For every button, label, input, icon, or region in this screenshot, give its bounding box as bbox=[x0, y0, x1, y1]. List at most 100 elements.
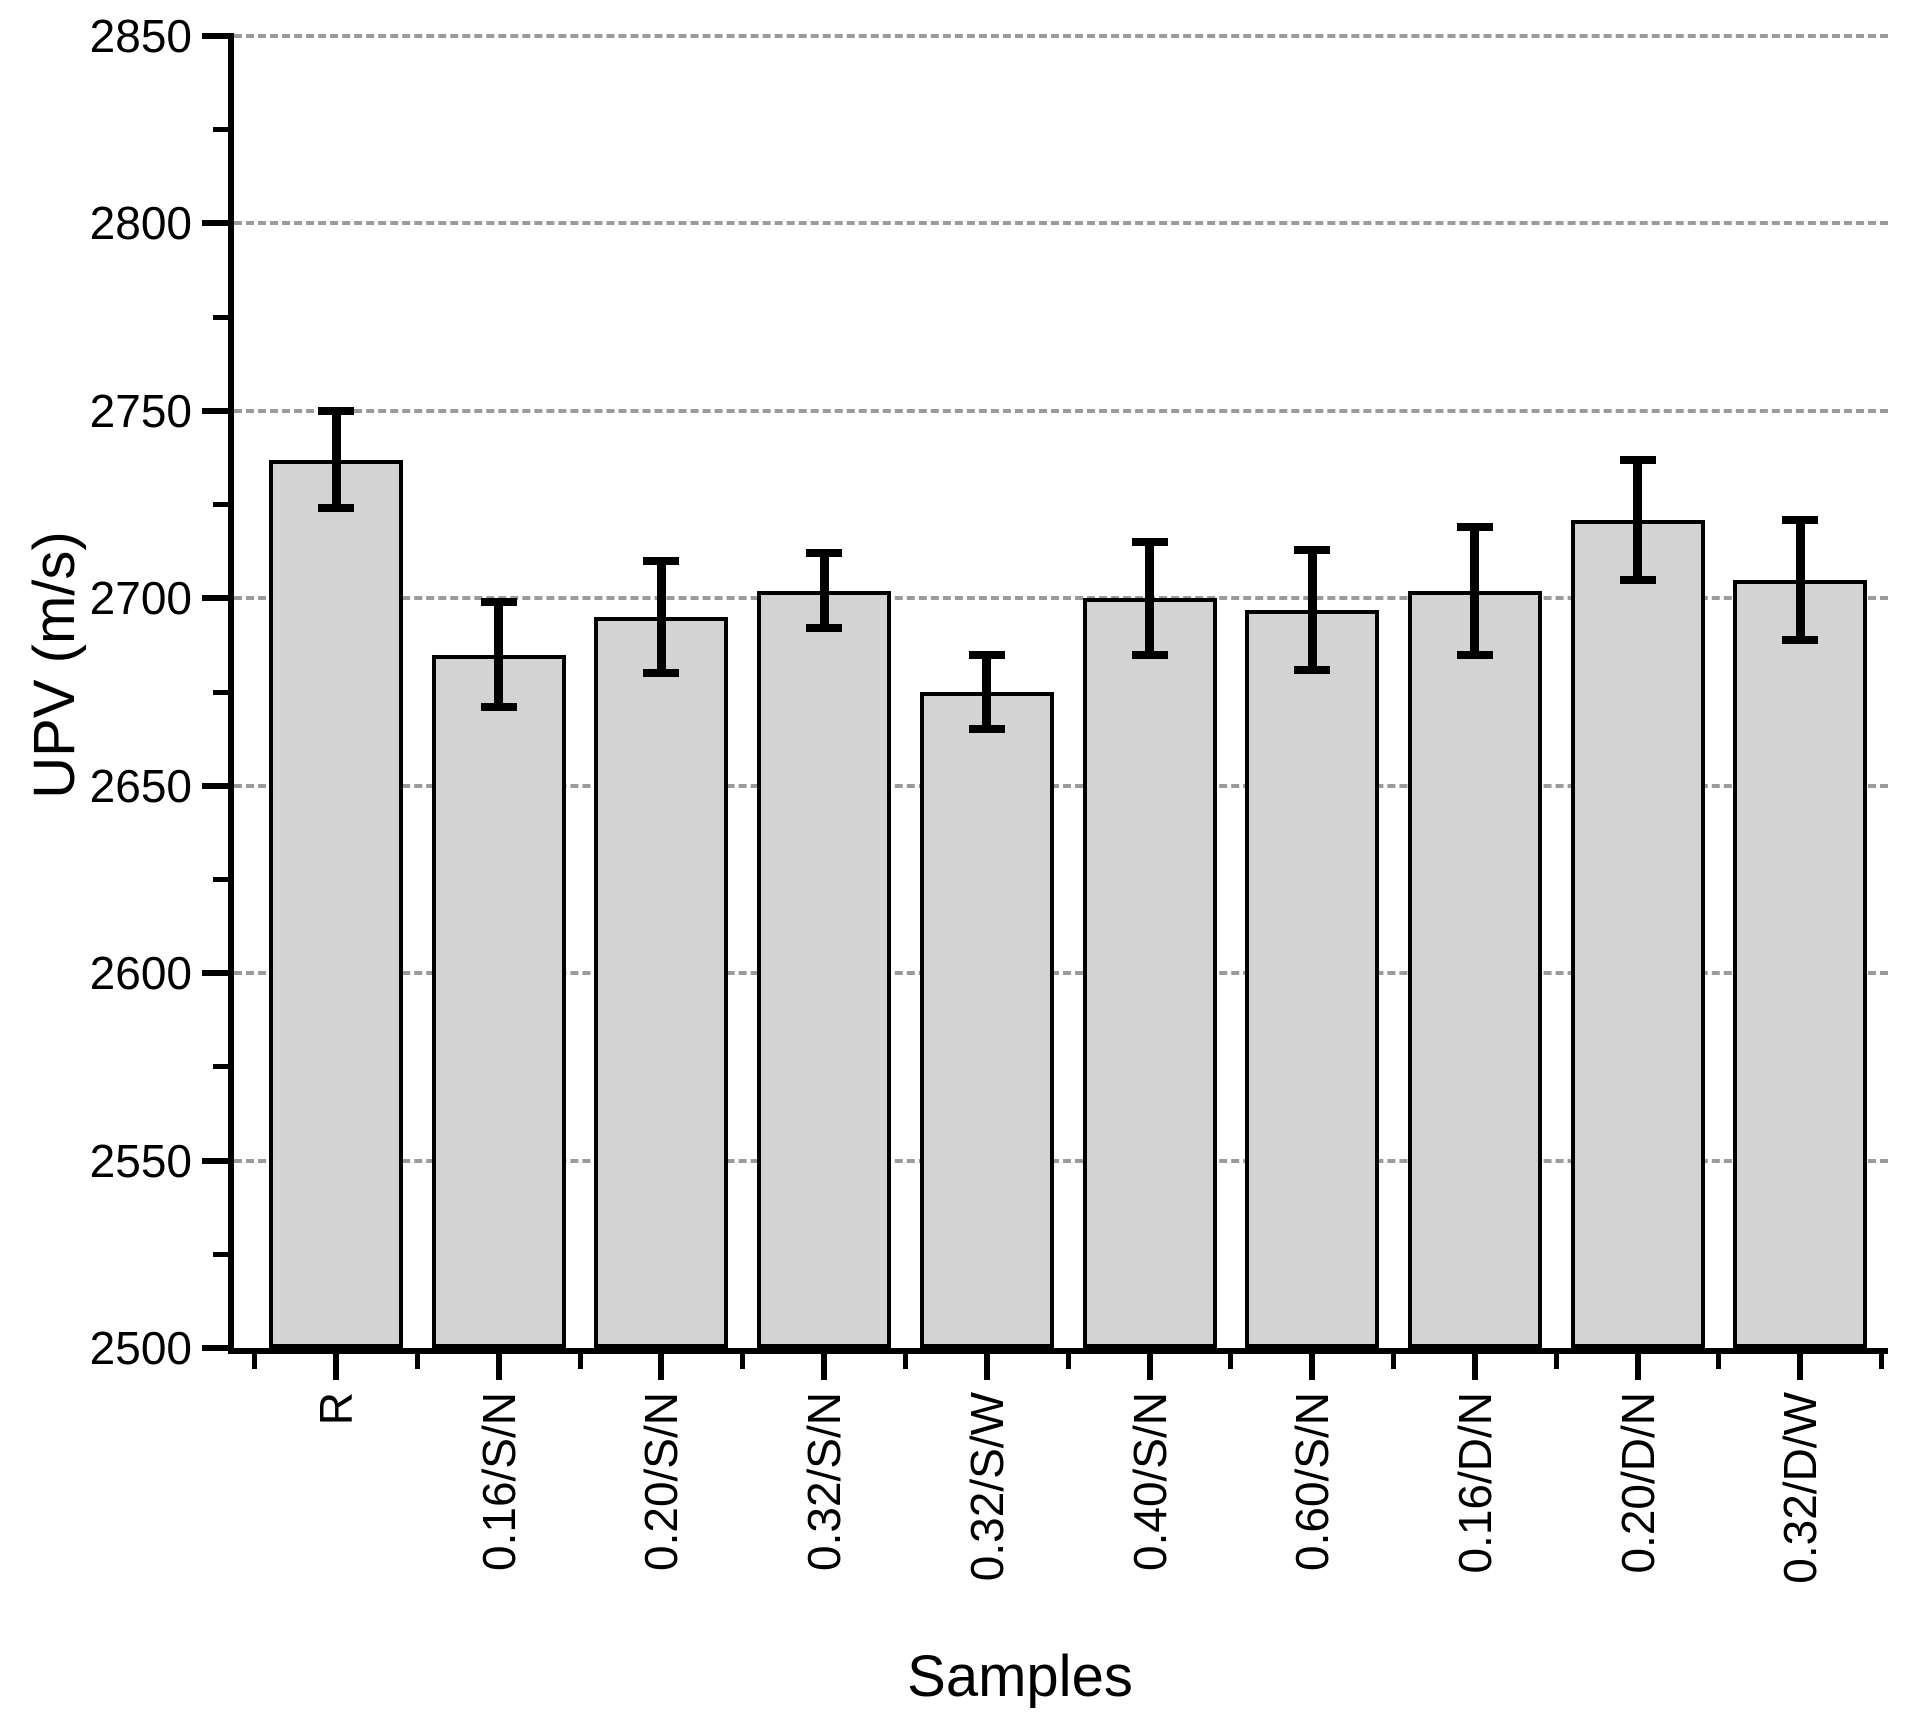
error-bar-cap-top bbox=[806, 549, 842, 557]
y-minor-tick bbox=[213, 877, 228, 882]
x-minor-tick bbox=[1391, 1354, 1396, 1369]
error-bar-cap-bottom bbox=[1457, 651, 1493, 659]
y-tick-label: 2800 bbox=[89, 197, 192, 249]
x-minor-tick bbox=[903, 1354, 908, 1369]
y-tick-label: 2700 bbox=[89, 572, 192, 624]
bar bbox=[1571, 520, 1705, 1348]
x-major-tick bbox=[496, 1354, 502, 1380]
y-tick-label: 2600 bbox=[89, 947, 192, 999]
y-major-tick bbox=[202, 595, 228, 601]
error-bar-stem bbox=[494, 602, 503, 707]
x-minor-tick bbox=[578, 1354, 583, 1369]
x-minor-tick bbox=[1066, 1354, 1071, 1369]
error-bar-cap-top bbox=[643, 557, 679, 565]
y-major-tick bbox=[202, 1345, 228, 1351]
y-tick-label: 2550 bbox=[89, 1135, 192, 1187]
x-minor-tick bbox=[252, 1354, 257, 1369]
x-minor-tick bbox=[740, 1354, 745, 1369]
error-bar-cap-bottom bbox=[318, 504, 354, 512]
x-minor-tick bbox=[1228, 1354, 1233, 1369]
error-bar-stem bbox=[1796, 520, 1805, 640]
x-minor-tick bbox=[415, 1354, 420, 1369]
error-bar-cap-bottom bbox=[1294, 666, 1330, 674]
error-bar-cap-bottom bbox=[481, 703, 517, 711]
error-bar-stem bbox=[332, 411, 341, 508]
y-gridline bbox=[234, 34, 1888, 38]
error-bar-cap-bottom bbox=[806, 624, 842, 632]
y-gridline bbox=[234, 409, 1888, 413]
x-major-tick bbox=[1797, 1354, 1803, 1380]
x-tick-label: 0.32/S/N bbox=[798, 1392, 850, 1571]
bar bbox=[920, 692, 1054, 1348]
x-tick-label: 0.60/S/N bbox=[1286, 1392, 1338, 1571]
x-tick-label: 0.16/D/N bbox=[1449, 1392, 1501, 1574]
x-tick-label: 0.32/D/W bbox=[1774, 1392, 1826, 1584]
y-major-tick bbox=[202, 970, 228, 976]
y-gridline bbox=[234, 784, 1888, 788]
error-bar-cap-top bbox=[1132, 538, 1168, 546]
y-major-tick bbox=[202, 783, 228, 789]
x-major-tick bbox=[1147, 1354, 1153, 1380]
bar bbox=[1245, 610, 1379, 1348]
y-gridline bbox=[234, 596, 1888, 600]
x-axis-title: Samples bbox=[907, 1644, 1133, 1709]
bar bbox=[757, 591, 891, 1348]
bar bbox=[1733, 580, 1867, 1348]
y-major-tick bbox=[202, 1158, 228, 1164]
y-minor-tick bbox=[213, 1252, 228, 1257]
x-major-tick bbox=[658, 1354, 664, 1380]
bar bbox=[1083, 598, 1217, 1348]
error-bar-stem bbox=[1145, 542, 1154, 654]
y-gridline bbox=[234, 1159, 1888, 1163]
y-minor-tick bbox=[213, 502, 228, 507]
error-bar-cap-top bbox=[318, 407, 354, 415]
x-tick-label: R bbox=[310, 1392, 362, 1426]
error-bar-cap-bottom bbox=[1620, 576, 1656, 584]
y-minor-tick bbox=[213, 315, 228, 320]
x-minor-tick bbox=[1716, 1354, 1721, 1369]
y-major-tick bbox=[202, 408, 228, 414]
x-major-tick bbox=[984, 1354, 990, 1380]
x-major-tick bbox=[1309, 1354, 1315, 1380]
y-tick-label: 2500 bbox=[89, 1322, 192, 1374]
y-gridline bbox=[234, 221, 1888, 225]
y-gridline bbox=[234, 971, 1888, 975]
error-bar-cap-top bbox=[1457, 523, 1493, 531]
error-bar-cap-top bbox=[481, 598, 517, 606]
y-major-tick bbox=[202, 33, 228, 39]
x-major-tick bbox=[821, 1354, 827, 1380]
x-minor-tick bbox=[1554, 1354, 1559, 1369]
x-major-tick bbox=[1635, 1354, 1641, 1380]
y-minor-tick bbox=[213, 1064, 228, 1069]
y-tick-label: 2850 bbox=[89, 10, 192, 62]
x-tick-label: 0.20/S/N bbox=[635, 1392, 687, 1571]
y-tick-label: 2750 bbox=[89, 385, 192, 437]
error-bar-cap-top bbox=[1294, 546, 1330, 554]
error-bar-cap-bottom bbox=[1132, 651, 1168, 659]
y-major-tick bbox=[202, 220, 228, 226]
x-tick-label: 0.32/S/W bbox=[961, 1392, 1013, 1582]
x-minor-tick bbox=[1879, 1354, 1884, 1369]
bar bbox=[269, 460, 403, 1348]
error-bar-cap-bottom bbox=[1782, 636, 1818, 644]
error-bar-stem bbox=[1470, 527, 1479, 654]
y-minor-tick bbox=[213, 127, 228, 132]
y-tick-label: 2650 bbox=[89, 760, 192, 812]
bar bbox=[1408, 591, 1542, 1348]
x-tick-label: 0.16/S/N bbox=[473, 1392, 525, 1571]
x-major-tick bbox=[333, 1354, 339, 1380]
bar bbox=[432, 655, 566, 1348]
error-bar-cap-top bbox=[969, 651, 1005, 659]
x-tick-label: 0.40/S/N bbox=[1124, 1392, 1176, 1571]
x-major-tick bbox=[1472, 1354, 1478, 1380]
y-axis-line bbox=[228, 33, 234, 1354]
x-axis-line bbox=[228, 1348, 1888, 1354]
bar bbox=[594, 617, 728, 1348]
error-bar-stem bbox=[982, 655, 991, 730]
error-bar-cap-bottom bbox=[969, 725, 1005, 733]
error-bar-stem bbox=[1308, 550, 1317, 670]
x-tick-label: 0.20/D/N bbox=[1612, 1392, 1664, 1574]
y-minor-tick bbox=[213, 690, 228, 695]
error-bar-cap-bottom bbox=[643, 669, 679, 677]
